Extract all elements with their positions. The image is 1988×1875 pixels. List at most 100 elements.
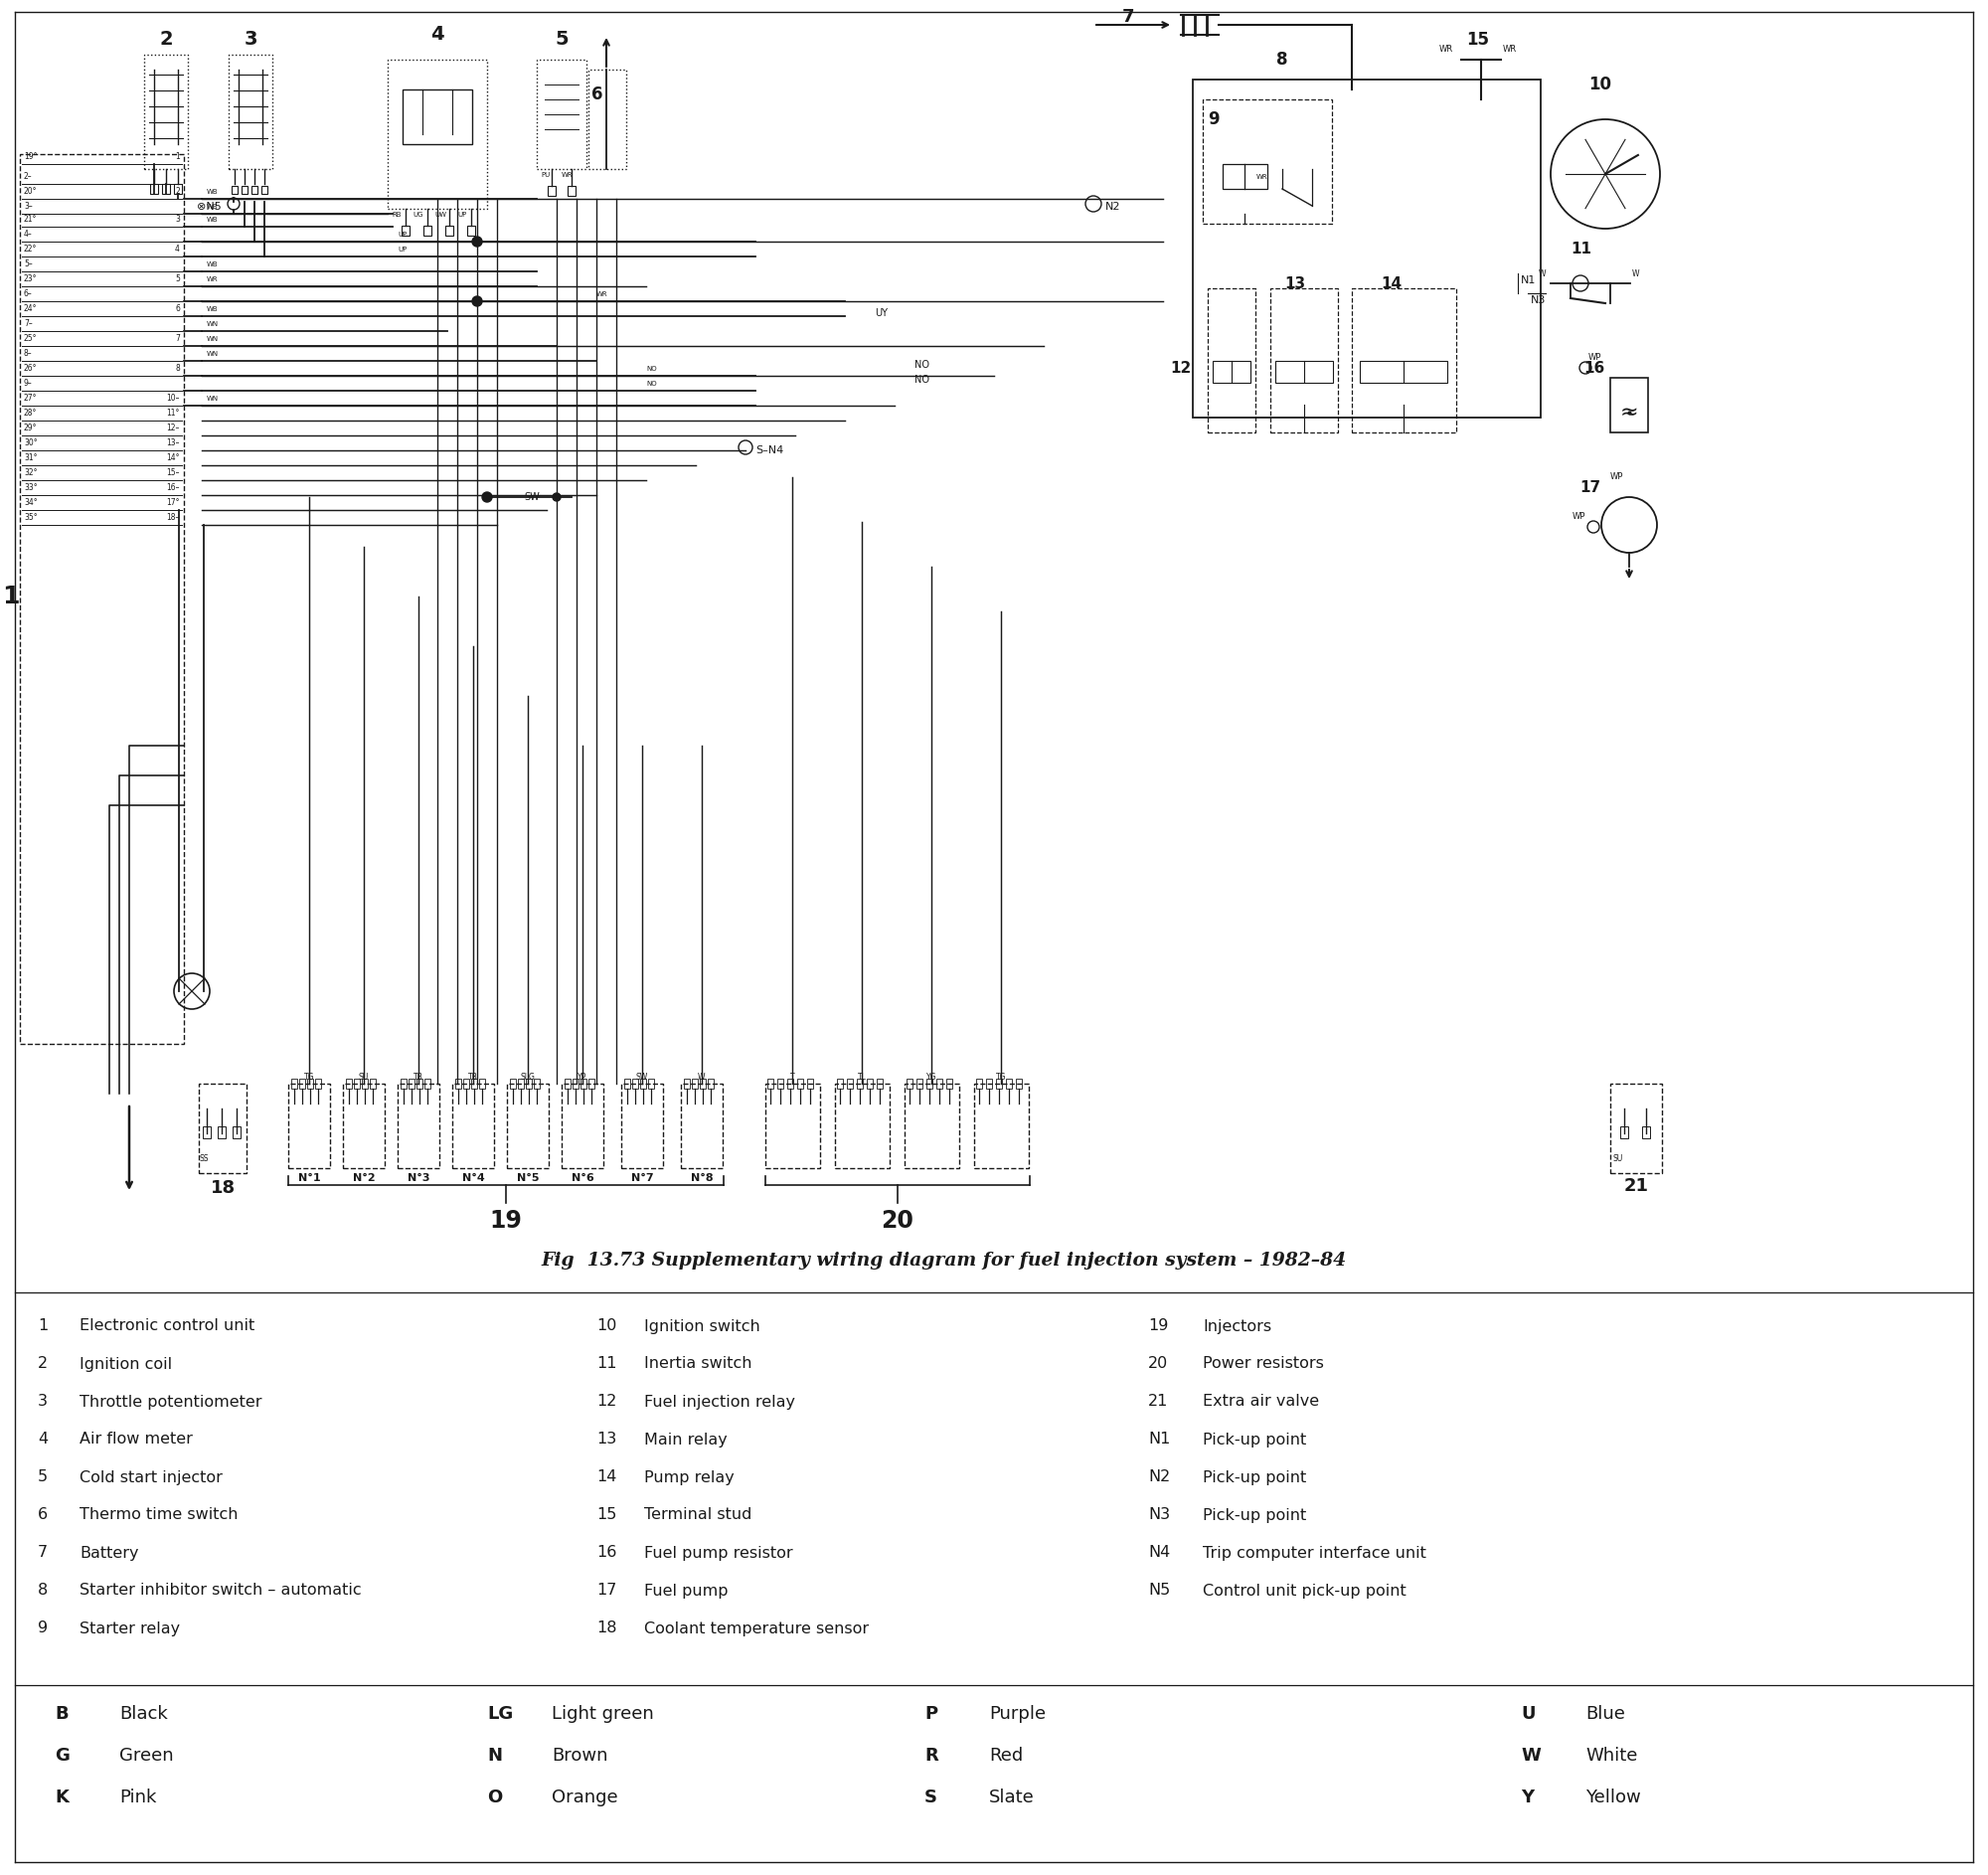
Text: TL: TL <box>857 1072 867 1082</box>
Bar <box>151 184 159 193</box>
Bar <box>905 1084 958 1168</box>
Bar <box>835 1084 891 1168</box>
Text: YG: YG <box>926 1072 936 1082</box>
Text: 14°: 14° <box>167 454 179 463</box>
Bar <box>986 1078 992 1089</box>
Text: 3: 3 <box>38 1395 48 1410</box>
Text: 19°: 19° <box>24 152 38 161</box>
Text: W: W <box>698 1072 706 1082</box>
Text: 3: 3 <box>175 216 179 223</box>
Text: Pick-up point: Pick-up point <box>1203 1508 1306 1522</box>
Text: 28°: 28° <box>24 409 38 418</box>
Text: 13: 13 <box>1284 276 1306 291</box>
Text: WP: WP <box>1573 512 1586 521</box>
Bar <box>563 1084 604 1168</box>
Text: 9–: 9– <box>24 379 32 388</box>
Bar <box>926 1078 932 1089</box>
Bar <box>787 1078 793 1089</box>
Text: Ignition coil: Ignition coil <box>80 1356 173 1371</box>
Text: WB: WB <box>207 204 219 210</box>
Text: 17°: 17° <box>167 499 179 506</box>
Bar <box>525 1078 533 1089</box>
Text: N1: N1 <box>1521 276 1537 285</box>
Text: Fuel pump: Fuel pump <box>644 1582 728 1597</box>
Text: 12–: 12– <box>167 424 179 433</box>
Text: White: White <box>1586 1748 1638 1764</box>
Text: WN: WN <box>207 396 219 401</box>
Bar <box>857 1078 863 1089</box>
Text: 34°: 34° <box>24 499 38 506</box>
Text: 13: 13 <box>596 1432 616 1448</box>
Text: NO: NO <box>914 360 930 369</box>
Text: UP: UP <box>398 246 408 253</box>
Bar <box>573 1078 579 1089</box>
Bar <box>1016 1078 1022 1089</box>
Text: SU: SU <box>1612 1155 1624 1163</box>
Text: 18–: 18– <box>167 514 179 521</box>
Bar <box>569 186 577 195</box>
Bar <box>344 1084 386 1168</box>
Bar <box>298 1078 306 1089</box>
Bar <box>537 60 586 169</box>
Bar <box>765 1084 821 1168</box>
Bar <box>398 1084 439 1168</box>
Text: S–N4: S–N4 <box>755 446 783 456</box>
Text: Main relay: Main relay <box>644 1432 728 1448</box>
Bar <box>1270 289 1338 433</box>
Text: N°5: N°5 <box>517 1174 539 1183</box>
Text: 8: 8 <box>175 364 179 373</box>
Text: N°7: N°7 <box>630 1174 654 1183</box>
Text: UP: UP <box>398 232 408 238</box>
Text: 1: 1 <box>38 1318 48 1333</box>
Text: 5: 5 <box>38 1470 48 1485</box>
Text: Orange: Orange <box>553 1789 618 1806</box>
Bar <box>767 1078 773 1089</box>
Text: 4: 4 <box>38 1432 48 1448</box>
Text: 6: 6 <box>38 1508 48 1522</box>
Bar <box>362 1078 368 1089</box>
Text: Slate: Slate <box>990 1789 1034 1806</box>
Text: Inertia switch: Inertia switch <box>644 1356 751 1371</box>
Text: 2: 2 <box>159 30 173 49</box>
Text: 7–: 7– <box>24 319 32 328</box>
Text: UY: UY <box>875 308 887 319</box>
Text: SW: SW <box>636 1072 648 1082</box>
Bar <box>797 1078 803 1089</box>
Text: 14: 14 <box>1382 276 1402 291</box>
Bar <box>417 1078 421 1089</box>
Text: Air flow meter: Air flow meter <box>80 1432 193 1448</box>
Text: Y: Y <box>1521 1789 1535 1806</box>
Text: WR: WR <box>596 291 608 298</box>
Text: Ignition switch: Ignition switch <box>644 1318 759 1333</box>
Bar <box>199 1084 247 1174</box>
Text: WN: WN <box>207 336 219 341</box>
Bar <box>565 1078 571 1089</box>
Bar <box>231 186 239 193</box>
Bar <box>907 1078 912 1089</box>
Text: 6: 6 <box>592 86 602 103</box>
Text: 19: 19 <box>1149 1318 1169 1333</box>
Text: WB: WB <box>207 261 219 268</box>
Text: 1: 1 <box>2 585 20 608</box>
Text: UP: UP <box>457 212 467 218</box>
Text: N3: N3 <box>1531 294 1547 306</box>
Text: 32°: 32° <box>24 469 38 478</box>
Text: SS: SS <box>199 1155 209 1163</box>
Bar <box>423 225 431 236</box>
Bar <box>588 1078 594 1089</box>
Text: 17: 17 <box>596 1582 616 1597</box>
Bar <box>517 1078 525 1089</box>
Bar <box>388 60 487 208</box>
Text: 20: 20 <box>1149 1356 1169 1371</box>
Bar <box>624 1078 630 1089</box>
Bar <box>1610 377 1648 433</box>
Bar <box>1193 79 1541 418</box>
Bar <box>402 1078 408 1089</box>
Text: N°2: N°2 <box>352 1174 376 1183</box>
Bar <box>467 225 475 236</box>
Bar <box>288 1084 330 1168</box>
Text: 10–: 10– <box>167 394 179 403</box>
Bar <box>640 1078 646 1089</box>
Bar <box>700 1078 706 1089</box>
Text: 21°: 21° <box>24 216 38 223</box>
